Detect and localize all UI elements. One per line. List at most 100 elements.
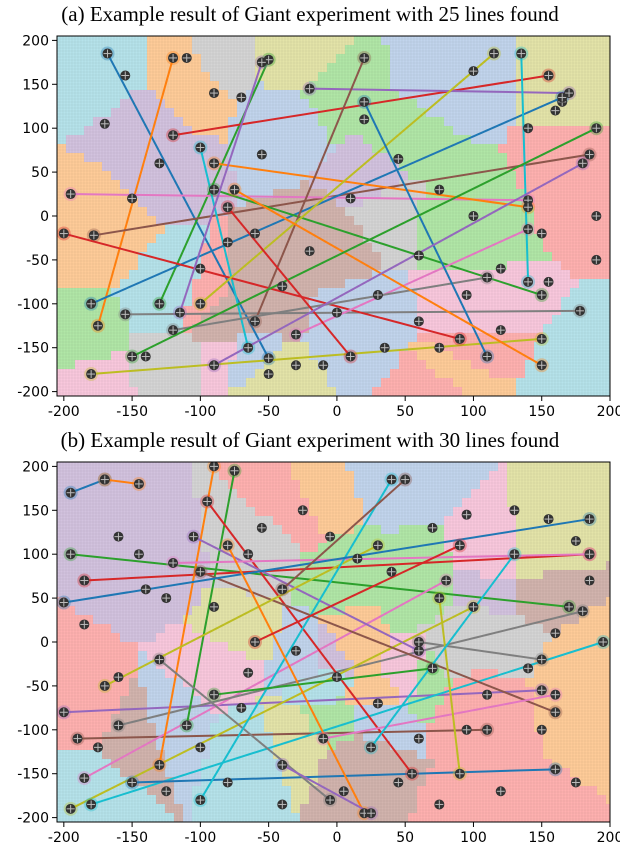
region-cell: [471, 171, 480, 180]
region-cell: [606, 324, 610, 333]
panel-a-plot: -200 -150 -100 -50 0 50 100 150 200200150100500-…: [17, 33, 620, 420]
data-points: [58, 48, 602, 380]
region-cell: [426, 333, 435, 342]
region-cell: [300, 552, 309, 561]
region-cell: [147, 534, 156, 543]
region-cell: [363, 63, 372, 72]
region-cell: [498, 378, 507, 387]
region-cell: [165, 723, 174, 732]
region-cell: [57, 306, 66, 315]
region-cell: [327, 288, 336, 297]
region-cell: [111, 117, 120, 126]
region-cell: [174, 342, 183, 351]
region-cell: [534, 669, 543, 678]
region-cell: [453, 162, 462, 171]
region-cell: [138, 108, 147, 117]
region-cell: [318, 45, 327, 54]
region-cell: [75, 72, 84, 81]
region-cell: [417, 705, 426, 714]
region-cell: [120, 144, 129, 153]
region-cell: [570, 99, 579, 108]
region-cell: [255, 471, 264, 480]
region-cell: [255, 624, 264, 633]
region-cell: [606, 162, 610, 171]
region-cell: [237, 696, 246, 705]
region-cell: [354, 480, 363, 489]
region-cell: [57, 135, 66, 144]
region-cell: [282, 561, 291, 570]
region-cell: [66, 153, 75, 162]
region-cell: [552, 189, 561, 198]
region-cell: [102, 171, 111, 180]
region-cell: [300, 63, 309, 72]
region-cell: [507, 678, 516, 687]
region-cell: [453, 234, 462, 243]
region-cell: [462, 579, 471, 588]
region-cell: [66, 81, 75, 90]
region-cell: [156, 288, 165, 297]
region-cell: [498, 351, 507, 360]
region-cell: [174, 153, 183, 162]
region-cell: [597, 153, 606, 162]
region-cell: [552, 525, 561, 534]
region-cell: [165, 261, 174, 270]
region-cell: [327, 126, 336, 135]
region-cell: [426, 633, 435, 642]
region-cell: [597, 45, 606, 54]
region-cell: [552, 660, 561, 669]
region-cell: [93, 660, 102, 669]
region-cell: [444, 243, 453, 252]
region-cell: [291, 144, 300, 153]
region-cell: [183, 687, 192, 696]
region-cell: [120, 471, 129, 480]
region-cell: [210, 678, 219, 687]
region-cell: [75, 369, 84, 378]
region-cell: [390, 36, 399, 45]
region-cell: [201, 171, 210, 180]
region-cell: [498, 288, 507, 297]
region-cell: [129, 108, 138, 117]
region-cell: [426, 561, 435, 570]
region-cell: [174, 624, 183, 633]
region-cell: [372, 507, 381, 516]
region-cell: [372, 660, 381, 669]
region-cell: [273, 534, 282, 543]
region-cell: [264, 471, 273, 480]
region-cell: [201, 705, 210, 714]
region-cell: [399, 207, 408, 216]
region-cell: [192, 81, 201, 90]
region-cell: [138, 252, 147, 261]
region-cell: [399, 579, 408, 588]
region-cell: [507, 234, 516, 243]
region-cell: [507, 642, 516, 651]
region-cell: [480, 678, 489, 687]
region-cell: [408, 234, 417, 243]
region-cell: [318, 462, 327, 471]
region-cell: [192, 315, 201, 324]
region-cell: [372, 387, 381, 396]
region-cell: [363, 606, 372, 615]
region-cell: [516, 333, 525, 342]
region-cell: [354, 570, 363, 579]
region-cell: [480, 579, 489, 588]
region-cell: [489, 216, 498, 225]
region-cell: [588, 198, 597, 207]
region-cell: [525, 597, 534, 606]
region-cell: [84, 81, 93, 90]
region-cell: [597, 108, 606, 117]
region-cell: [354, 678, 363, 687]
region-cell: [426, 570, 435, 579]
region-cell: [111, 714, 120, 723]
fitted-line: [131, 127, 597, 358]
region-cell: [192, 597, 201, 606]
region-cell: [480, 288, 489, 297]
region-cell: [606, 462, 610, 471]
region-cell: [219, 315, 228, 324]
region-cell: [552, 324, 561, 333]
region-cell: [381, 198, 390, 207]
region-cell: [543, 108, 552, 117]
region-cell: [597, 471, 606, 480]
region-cell: [516, 498, 525, 507]
region-cell: [156, 234, 165, 243]
region-cell: [471, 90, 480, 99]
